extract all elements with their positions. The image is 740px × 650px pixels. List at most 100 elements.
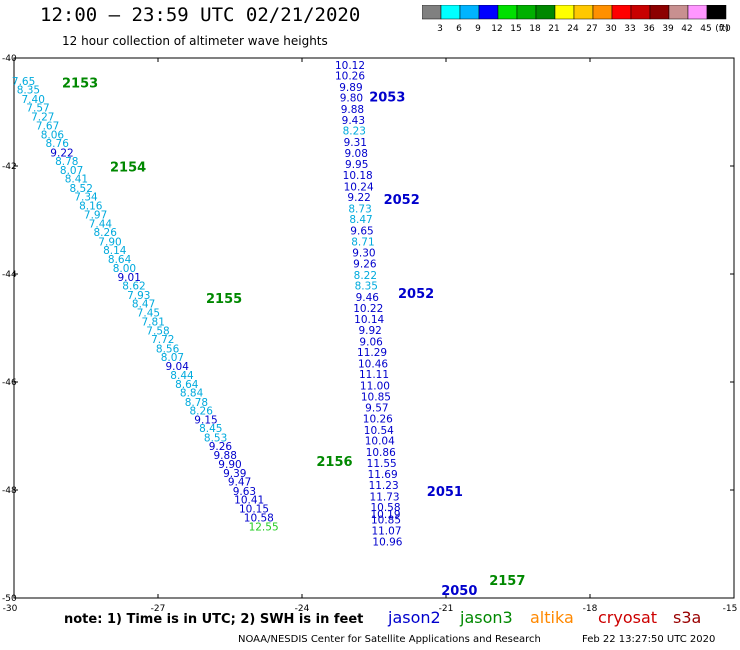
colorbar-unit: (ft): [715, 24, 729, 34]
colorbar-tick-label: 3: [437, 24, 443, 34]
y-tick-label: -48: [2, 486, 17, 496]
plot-frame: [13, 57, 735, 599]
wave-height-label: 7.58: [146, 325, 169, 337]
wave-height-label: 9.26: [353, 259, 377, 271]
timestamp: Feb 22 13:27:50 UTC 2020: [582, 634, 716, 645]
wave-height-label: 8.41: [65, 174, 88, 186]
colorbar: 3 6 9 12 15 18 21 24 27 30 33 36 39 42 45 70(ft): [422, 5, 731, 34]
wave-height-label: 10.54: [364, 425, 394, 437]
wave-height-label: 9.90: [218, 459, 241, 471]
wave-height-label: 10.26: [335, 71, 365, 83]
wave-height-label: 8.84: [180, 388, 204, 400]
wave-height-label: 8.64: [175, 379, 199, 391]
pass-number-label: 2051: [427, 485, 463, 500]
wave-height-label: 11.29: [357, 347, 387, 359]
wave-height-label: 9.88: [214, 450, 237, 462]
wave-height-label: 7.34: [74, 192, 98, 204]
wave-height-label: 7.57: [26, 102, 49, 114]
colorbar-tick-label: 27: [586, 24, 597, 34]
wave-height-label: 9.30: [352, 248, 375, 260]
wave-height-label: 9.06: [359, 336, 383, 348]
x-tick-label: -21: [439, 604, 454, 614]
wave-height-label: 10.96: [372, 537, 402, 549]
colorbar-tick-label: 6: [456, 24, 462, 34]
wave-height-label: 10.85: [371, 514, 401, 526]
wave-height-label: 8.47: [349, 214, 372, 226]
wave-height-label: 8.71: [351, 236, 374, 248]
wave-height-label: 9.22: [347, 192, 370, 204]
wave-height-label: 9.65: [350, 226, 373, 238]
y-tick-label: -50: [2, 594, 17, 604]
series-jason2: 10.1210.269.899.809.889.438.239.319.089.…: [335, 60, 477, 599]
wave-height-label: 10.85: [361, 391, 391, 403]
wave-height-label: 10.12: [335, 60, 365, 72]
pass-number-label: 2153: [62, 77, 98, 92]
wave-height-label: 10.18: [343, 170, 373, 182]
wave-height-label: 7.27: [31, 112, 54, 124]
wave-height-label: 10.26: [363, 414, 393, 426]
wave-height-label: 7.67: [36, 120, 59, 132]
colorbar-swatch: [706, 5, 727, 20]
chart-title: 12:00 – 23:59 UTC 02/21/2020: [40, 4, 361, 26]
wave-height-label: 7.40: [22, 94, 45, 106]
wave-height-label: 12.55: [249, 522, 279, 534]
footnote: note: 1) Time is in UTC; 2) SWH is in fe…: [64, 612, 364, 627]
wave-height-label: 9.43: [342, 115, 365, 127]
wave-height-label: 8.14: [103, 245, 127, 257]
wave-height-label: 10.04: [365, 436, 395, 448]
wave-height-label: 9.46: [356, 292, 380, 304]
chart-subtitle: 12 hour collection of altimeter wave hei…: [62, 34, 328, 48]
pass-number-label: 2052: [384, 193, 420, 208]
wave-height-label: 7.97: [84, 209, 107, 221]
wave-height-label: 9.39: [223, 468, 246, 480]
wave-height-label: 8.22: [354, 270, 377, 282]
wave-height-label: 9.95: [345, 159, 368, 171]
y-tick-label: -42: [2, 162, 17, 172]
colorbar-tick-label: 12: [491, 24, 502, 34]
wave-height-label: 7.93: [127, 290, 150, 302]
wave-height-label: 9.15: [194, 415, 217, 427]
wave-height-label: 11.23: [369, 480, 399, 492]
wave-height-label: 8.78: [55, 156, 78, 168]
wave-height-label: 9.92: [358, 325, 381, 337]
legend-s3a: s3a: [673, 608, 702, 627]
pass-number-label: 2053: [369, 91, 405, 106]
wave-height-label: 10.22: [353, 303, 383, 315]
wave-height-label: 8.73: [348, 203, 371, 215]
wave-height-label: 9.26: [209, 441, 233, 453]
wave-height-label: 11.55: [367, 458, 397, 470]
wave-height-label: 10.19: [370, 509, 400, 521]
colorbar-tick-label: 33: [624, 24, 635, 34]
wave-height-label: 10.86: [366, 447, 396, 459]
wave-height-label: 8.35: [17, 85, 40, 97]
legend-altika: altika: [530, 608, 574, 627]
pass-number-label: 2156: [316, 455, 352, 470]
wave-height-label: 11.73: [370, 491, 400, 503]
wave-height-label: 9.89: [339, 82, 362, 94]
wave-height-label: 9.08: [345, 148, 368, 160]
wave-height-label: 7.45: [137, 308, 160, 320]
colorbar-tick-label: 15: [510, 24, 521, 34]
wave-height-label: 9.80: [340, 93, 363, 105]
wave-height-label: 9.57: [365, 403, 388, 415]
credit-text: NOAA/NESDIS Center for Satellite Applica…: [238, 634, 541, 645]
wave-height-label: 8.47: [132, 298, 155, 310]
wave-height-label: 7.44: [89, 219, 113, 231]
wave-height-label: 7.90: [98, 236, 121, 248]
colorbar-tick-label: 36: [643, 24, 655, 34]
pass-number-label: 2157: [489, 574, 525, 589]
wave-height-label: 8.26: [94, 227, 118, 239]
wave-height-label: 10.46: [358, 358, 388, 370]
wave-height-label: 10.14: [354, 314, 384, 326]
wave-height-label: 11.00: [360, 381, 390, 393]
wave-height-label: 9.88: [341, 104, 364, 116]
x-tick-label: -30: [3, 604, 18, 614]
wave-height-label: 8.16: [79, 201, 103, 213]
wave-height-label: 8.64: [108, 254, 132, 266]
wave-height-label: 8.00: [113, 263, 136, 275]
wave-height-label: 8.06: [41, 129, 65, 141]
wave-height-label: 10.15: [239, 504, 269, 516]
colorbar-tick-label: 42: [681, 24, 692, 34]
wave-height-label: 9.04: [166, 361, 190, 373]
